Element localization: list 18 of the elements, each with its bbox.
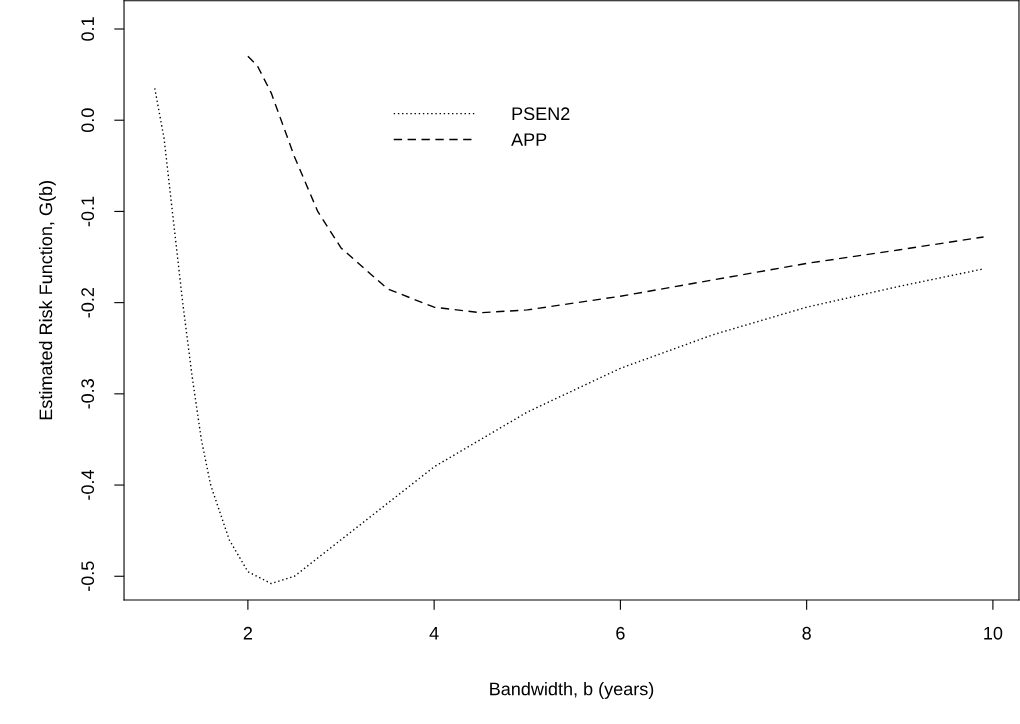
line-series (154, 87, 985, 585)
x-tick-label: 2 (243, 626, 253, 640)
y-tick-label: 0.1 (81, 17, 95, 41)
legend-label: APP (511, 133, 547, 146)
x-tick-label: 10 (984, 626, 1003, 640)
x-tick-label: 6 (616, 626, 625, 640)
x-tick-label: 8 (802, 626, 811, 640)
line-series (247, 55, 985, 314)
x-axis-title: Bandwidth, b (years) (490, 682, 654, 699)
y-tick-label: -0.4 (81, 470, 95, 500)
y-tick-label: -0.3 (81, 379, 95, 409)
y-axis-title: Estimated Risk Function, G(b) (38, 181, 56, 420)
y-tick-label: -0.2 (81, 287, 95, 318)
y-tick-label: -0.1 (81, 196, 95, 227)
y-tick-label: 0.0 (81, 108, 95, 133)
y-tick-label: -0.5 (81, 561, 95, 592)
legend-label: PSEN2 (512, 107, 570, 121)
x-tick-label: 4 (429, 627, 439, 640)
